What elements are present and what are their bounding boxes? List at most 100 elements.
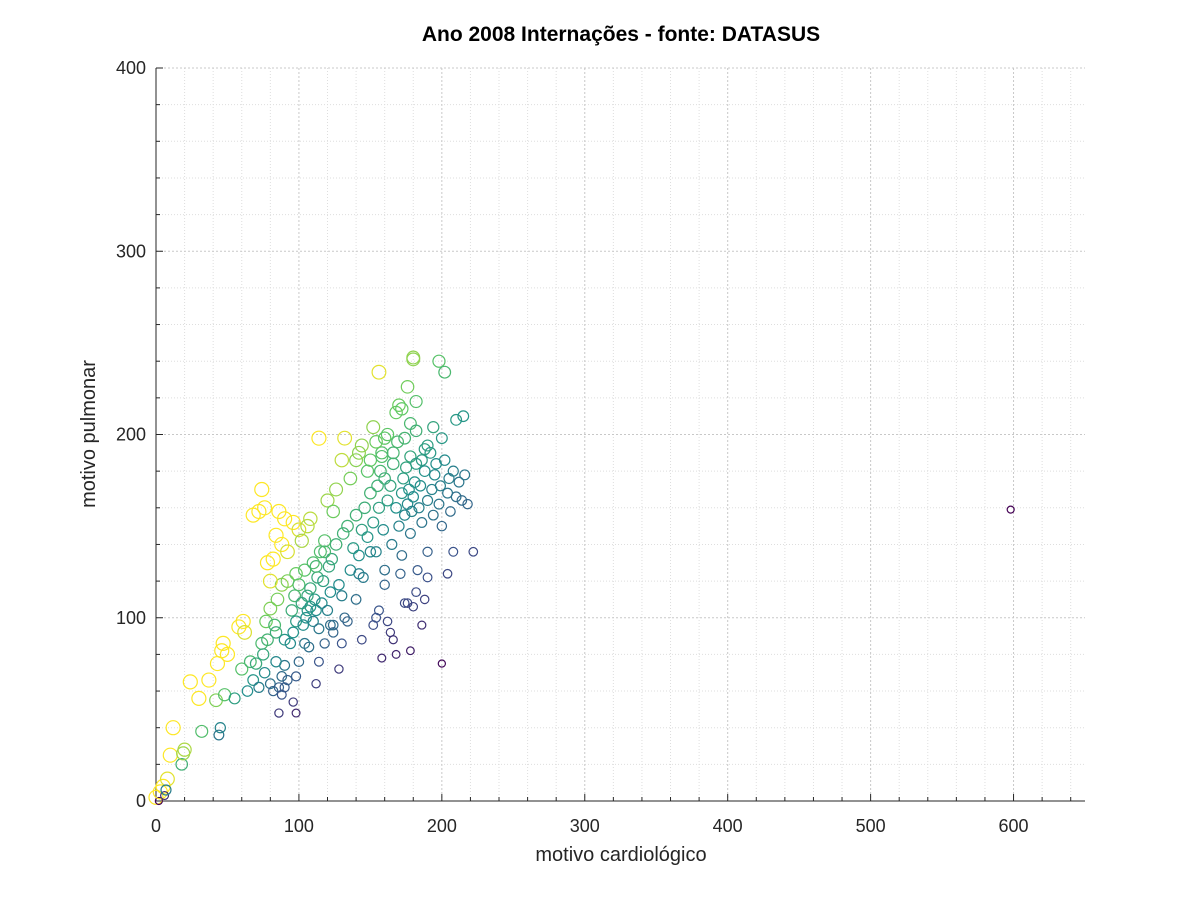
data-point xyxy=(442,568,453,579)
data-point xyxy=(235,613,251,630)
data-point xyxy=(438,365,452,379)
y-tick-label: 200 xyxy=(116,425,146,445)
data-point xyxy=(391,649,401,659)
data-point xyxy=(418,465,431,478)
data-point xyxy=(319,638,330,649)
data-point xyxy=(349,508,363,522)
data-point xyxy=(320,493,335,508)
data-point xyxy=(270,656,282,668)
data-point xyxy=(364,486,377,500)
data-point xyxy=(367,516,380,529)
data-point xyxy=(333,578,345,591)
tick-labels: 0 100 200 300 400 500 600 0 100 200 300 400 xyxy=(116,58,1029,836)
data-point xyxy=(276,689,287,700)
data-point xyxy=(154,796,163,806)
data-point xyxy=(353,549,365,562)
data-point xyxy=(262,573,278,589)
data-point xyxy=(325,552,339,566)
data-point xyxy=(258,666,271,679)
data-point xyxy=(288,589,302,603)
data-point xyxy=(419,594,430,605)
data-point xyxy=(363,453,378,467)
data-point xyxy=(391,435,405,449)
data-point xyxy=(285,604,299,617)
data-point xyxy=(253,681,265,693)
data-point xyxy=(297,619,310,631)
data-point xyxy=(321,604,334,617)
data-point xyxy=(447,465,459,477)
x-tick-label: 300 xyxy=(570,816,600,836)
data-point xyxy=(386,446,400,460)
data-point xyxy=(318,545,332,559)
data-point xyxy=(182,674,198,690)
data-point xyxy=(269,626,283,639)
data-point xyxy=(336,590,348,602)
data-point xyxy=(277,511,293,527)
data-point xyxy=(290,615,303,628)
data-point xyxy=(403,417,417,430)
data-point xyxy=(395,487,408,500)
data-point xyxy=(313,656,324,667)
data-point xyxy=(386,457,400,471)
data-point xyxy=(191,690,207,706)
data-point xyxy=(411,587,422,598)
data-point xyxy=(436,520,448,532)
data-point xyxy=(165,720,181,736)
data-point xyxy=(339,612,350,624)
data-point xyxy=(361,531,374,544)
data-point xyxy=(228,692,241,705)
data-point xyxy=(432,354,446,368)
x-tick-label: 400 xyxy=(713,816,743,836)
x-axis-label: motivo cardiológico xyxy=(535,844,706,866)
data-point xyxy=(396,550,408,561)
y-tick-label: 300 xyxy=(116,241,146,261)
data-point xyxy=(354,438,369,453)
data-point xyxy=(450,491,462,503)
data-point xyxy=(395,402,409,416)
data-point xyxy=(390,501,402,514)
data-point xyxy=(341,519,354,533)
data-point xyxy=(247,674,260,686)
data-point xyxy=(280,544,295,560)
data-point xyxy=(291,522,307,538)
data-point xyxy=(334,664,344,674)
data-point xyxy=(303,511,318,527)
data-point xyxy=(381,494,394,507)
data-point xyxy=(379,579,390,590)
data-point xyxy=(384,479,397,492)
y-axis-label: motivo pulmonar xyxy=(78,360,100,508)
data-point xyxy=(397,472,410,485)
x-tick-label: 200 xyxy=(427,816,457,836)
data-point xyxy=(448,546,459,557)
data-point xyxy=(285,514,301,531)
data-point xyxy=(414,480,427,492)
data-point xyxy=(267,685,279,697)
data-point xyxy=(422,572,433,583)
x-tick-label: 100 xyxy=(284,816,314,836)
data-point xyxy=(309,560,323,573)
data-point xyxy=(307,615,319,628)
data-point xyxy=(263,601,278,616)
data-point xyxy=(261,633,274,647)
data-point xyxy=(401,498,414,510)
data-point xyxy=(237,625,253,640)
data-point xyxy=(268,527,284,543)
data-point xyxy=(382,616,393,627)
data-point xyxy=(274,536,290,553)
data-point xyxy=(392,398,406,412)
data-point xyxy=(380,427,395,442)
data-point xyxy=(201,672,217,688)
data-point xyxy=(393,520,405,532)
data-point xyxy=(160,790,170,801)
data-point xyxy=(313,623,325,635)
data-point xyxy=(437,659,447,668)
data-point xyxy=(373,605,384,616)
data-point xyxy=(337,430,353,446)
data-point xyxy=(353,568,365,580)
data-point xyxy=(427,421,440,434)
data-point xyxy=(289,567,303,581)
data-point xyxy=(300,518,315,534)
data-point xyxy=(288,697,298,707)
data-point xyxy=(422,546,433,557)
